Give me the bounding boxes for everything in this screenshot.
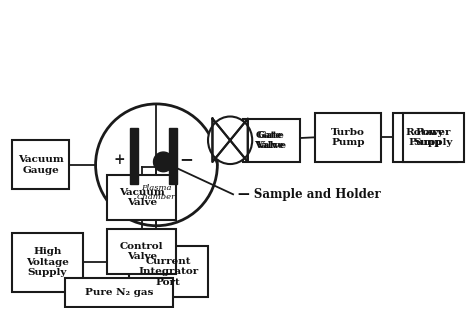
Bar [65,278,173,307]
Text: High
Voltage
Supply: High Voltage Supply [26,247,69,277]
Text: Power
Supply: Power Supply [414,128,453,147]
Text: Gate
Valve: Gate Valve [255,131,284,150]
Text: −: − [179,151,193,169]
Bar [169,128,177,184]
Bar [12,233,83,291]
Bar [12,140,69,189]
Bar [130,128,138,184]
Text: Current
Integrator
Port: Current Integrator Port [138,257,199,287]
Text: Plasma
Chamber: Plasma Chamber [137,184,176,201]
Text: Pure N₂ gas: Pure N₂ gas [85,288,153,297]
Bar [403,113,464,162]
Circle shape [154,152,173,172]
Text: Gate
Valve: Gate Valve [256,131,286,150]
Text: Rotary
Pump: Rotary Pump [406,128,444,147]
Ellipse shape [208,117,252,164]
Bar [243,119,300,162]
Text: Vacuum
Gauge: Vacuum Gauge [18,155,64,174]
Bar [129,246,208,297]
Text: — Sample and Holder: — Sample and Holder [238,188,381,201]
Bar [107,175,176,220]
Text: +: + [113,153,125,167]
Bar [107,229,176,274]
Bar [315,113,382,162]
Bar [393,113,457,162]
Text: Turbo
Pump: Turbo Pump [331,128,365,147]
Text: Vacuum
Valve: Vacuum Valve [119,188,164,207]
Circle shape [96,104,218,226]
Text: Control
Valve: Control Valve [120,242,164,261]
